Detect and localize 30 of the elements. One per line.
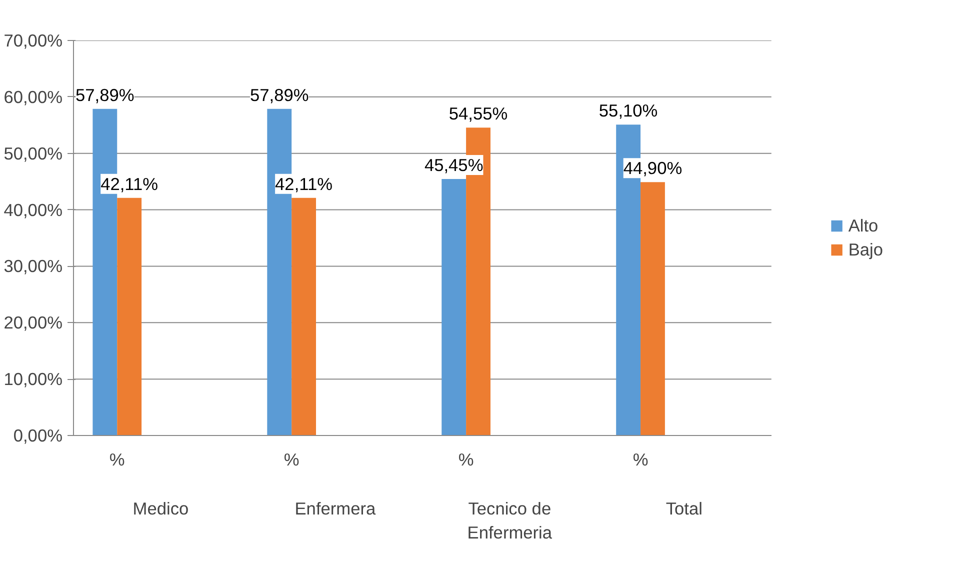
x-tick-label: % xyxy=(109,450,125,470)
y-tick-label: 0,00% xyxy=(13,426,63,446)
text: Total xyxy=(666,498,702,518)
bar xyxy=(442,179,466,436)
data-label: 42,11% xyxy=(275,174,333,194)
bar xyxy=(117,198,142,436)
y-tick-label: 50,00% xyxy=(4,143,63,164)
x-tick-label: % xyxy=(458,450,474,470)
text: Medico xyxy=(132,498,189,518)
y-tick-label: 40,00% xyxy=(4,200,63,220)
data-label: 55,10% xyxy=(598,100,658,121)
y-tick-label: 30,00% xyxy=(4,256,63,276)
text: Tecnico de Enfermeria xyxy=(467,498,552,542)
text: Enfermera xyxy=(294,498,376,518)
legend-label: Alto xyxy=(848,215,878,236)
y-tick-label: 60,00% xyxy=(4,86,63,107)
bar xyxy=(640,182,665,436)
bar xyxy=(292,198,316,436)
x-tick-label: % xyxy=(284,450,300,470)
x-tick-label: % xyxy=(632,450,648,470)
data-label: 57,89% xyxy=(250,84,309,105)
y-tick-label: 20,00% xyxy=(4,312,63,333)
data-label: 45,45% xyxy=(424,155,484,176)
data-label: 57,89% xyxy=(76,84,134,105)
data-label: 42,11% xyxy=(100,174,158,194)
y-tick-label: 70,00% xyxy=(4,30,63,50)
y-tick-label: 10,00% xyxy=(4,369,63,390)
data-label: 54,55% xyxy=(448,104,508,124)
data-label: 44,90% xyxy=(623,158,682,178)
legend-label: Bajo xyxy=(848,239,883,260)
